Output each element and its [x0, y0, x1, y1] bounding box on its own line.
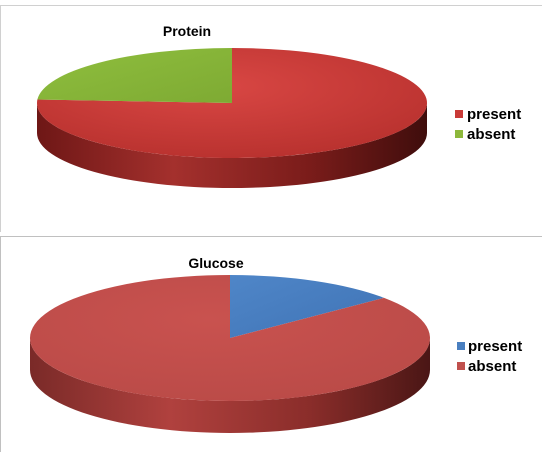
legend-label-glucose-absent: absent — [468, 358, 516, 375]
pie-slice-glucose-absent — [30, 275, 431, 402]
protein-pie-slices — [36, 48, 428, 158]
protein-legend: present absent — [455, 106, 521, 143]
protein-pie-side — [37, 103, 427, 188]
legend-swatch-protein-absent — [455, 130, 463, 138]
legend-label-glucose-present: present — [468, 338, 522, 355]
glucose-pie-slices — [30, 275, 431, 402]
glucose-pie-side — [30, 338, 430, 433]
glucose-legend: present absent — [457, 338, 522, 375]
legend-label-protein-present: present — [467, 106, 521, 123]
glucose-pie-rim — [30, 338, 430, 433]
pie-slice-glucose-present — [230, 275, 385, 338]
glucose-pie-chart: Glucose present absent — [30, 255, 522, 433]
glucose-chart-title: Glucose — [188, 255, 243, 271]
legend-label-protein-absent: absent — [467, 126, 515, 143]
protein-chart-title: Protein — [163, 23, 211, 39]
protein-pie-rim — [37, 103, 427, 188]
legend-swatch-glucose-absent — [457, 362, 465, 370]
pie-slice-protein-absent — [37, 48, 232, 103]
legend-swatch-glucose-present — [457, 342, 465, 350]
legend-swatch-protein-present — [455, 110, 463, 118]
protein-pie-chart: Protein present absent — [36, 23, 521, 188]
